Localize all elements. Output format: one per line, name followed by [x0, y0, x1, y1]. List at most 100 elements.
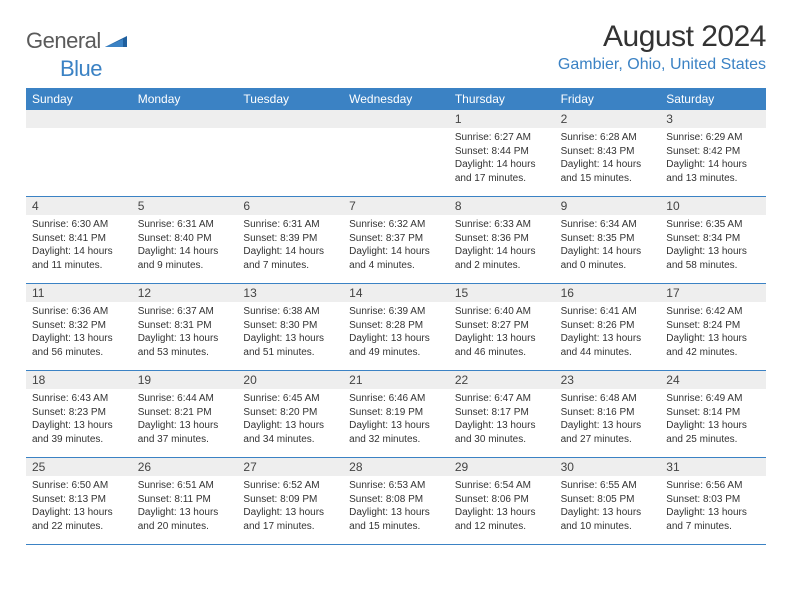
sunrise-text: Sunrise: 6:27 AM — [455, 131, 549, 145]
sunset-text: Sunset: 8:19 PM — [349, 406, 443, 420]
sunset-text: Sunset: 8:28 PM — [349, 319, 443, 333]
daylight-text-2: and 15 minutes. — [561, 172, 655, 186]
sunset-text: Sunset: 8:32 PM — [32, 319, 126, 333]
daylight-text-1: Daylight: 14 hours — [32, 245, 126, 259]
day-cell: 1Sunrise: 6:27 AMSunset: 8:44 PMDaylight… — [449, 110, 555, 196]
daylight-text-2: and 30 minutes. — [455, 433, 549, 447]
logo-arrow-icon — [105, 31, 127, 52]
day-number: 30 — [555, 458, 661, 476]
day-content: Sunrise: 6:44 AMSunset: 8:21 PMDaylight:… — [132, 389, 238, 446]
day-number: 9 — [555, 197, 661, 215]
daylight-text-1: Daylight: 13 hours — [349, 506, 443, 520]
day-cell: 7Sunrise: 6:32 AMSunset: 8:37 PMDaylight… — [343, 197, 449, 283]
sunset-text: Sunset: 8:30 PM — [243, 319, 337, 333]
day-number: 8 — [449, 197, 555, 215]
sunset-text: Sunset: 8:03 PM — [666, 493, 760, 507]
day-content: Sunrise: 6:45 AMSunset: 8:20 PMDaylight:… — [237, 389, 343, 446]
daylight-text-2: and 51 minutes. — [243, 346, 337, 360]
day-content: Sunrise: 6:31 AMSunset: 8:40 PMDaylight:… — [132, 215, 238, 272]
day-number: 13 — [237, 284, 343, 302]
sunrise-text: Sunrise: 6:29 AM — [666, 131, 760, 145]
sunrise-text: Sunrise: 6:54 AM — [455, 479, 549, 493]
day-cell: 27Sunrise: 6:52 AMSunset: 8:09 PMDayligh… — [237, 458, 343, 544]
sunrise-text: Sunrise: 6:28 AM — [561, 131, 655, 145]
sunset-text: Sunset: 8:08 PM — [349, 493, 443, 507]
day-content: Sunrise: 6:39 AMSunset: 8:28 PMDaylight:… — [343, 302, 449, 359]
daylight-text-1: Daylight: 13 hours — [32, 332, 126, 346]
day-number: 5 — [132, 197, 238, 215]
sunset-text: Sunset: 8:06 PM — [455, 493, 549, 507]
sunrise-text: Sunrise: 6:37 AM — [138, 305, 232, 319]
day-cell — [26, 110, 132, 196]
location-label: Gambier, Ohio, United States — [558, 56, 766, 74]
daylight-text-2: and 13 minutes. — [666, 172, 760, 186]
sunrise-text: Sunrise: 6:36 AM — [32, 305, 126, 319]
day-content: Sunrise: 6:46 AMSunset: 8:19 PMDaylight:… — [343, 389, 449, 446]
daylight-text-1: Daylight: 13 hours — [138, 419, 232, 433]
day-number: 18 — [26, 371, 132, 389]
day-content: Sunrise: 6:47 AMSunset: 8:17 PMDaylight:… — [449, 389, 555, 446]
daylight-text-1: Daylight: 13 hours — [455, 419, 549, 433]
week-row: 1Sunrise: 6:27 AMSunset: 8:44 PMDaylight… — [26, 110, 766, 197]
day-content: Sunrise: 6:36 AMSunset: 8:32 PMDaylight:… — [26, 302, 132, 359]
day-number: 27 — [237, 458, 343, 476]
day-cell: 11Sunrise: 6:36 AMSunset: 8:32 PMDayligh… — [26, 284, 132, 370]
sunrise-text: Sunrise: 6:49 AM — [666, 392, 760, 406]
week-row: 25Sunrise: 6:50 AMSunset: 8:13 PMDayligh… — [26, 458, 766, 545]
daylight-text-2: and 53 minutes. — [138, 346, 232, 360]
day-cell: 29Sunrise: 6:54 AMSunset: 8:06 PMDayligh… — [449, 458, 555, 544]
sunrise-text: Sunrise: 6:55 AM — [561, 479, 655, 493]
daylight-text-1: Daylight: 13 hours — [666, 332, 760, 346]
daylight-text-2: and 27 minutes. — [561, 433, 655, 447]
sunrise-text: Sunrise: 6:31 AM — [138, 218, 232, 232]
daylight-text-2: and 37 minutes. — [138, 433, 232, 447]
day-cell — [343, 110, 449, 196]
sunset-text: Sunset: 8:13 PM — [32, 493, 126, 507]
sunset-text: Sunset: 8:20 PM — [243, 406, 337, 420]
day-number: 2 — [555, 110, 661, 128]
sunset-text: Sunset: 8:24 PM — [666, 319, 760, 333]
day-cell — [237, 110, 343, 196]
daylight-text-1: Daylight: 14 hours — [138, 245, 232, 259]
day-cell: 18Sunrise: 6:43 AMSunset: 8:23 PMDayligh… — [26, 371, 132, 457]
day-number: 7 — [343, 197, 449, 215]
day-content: Sunrise: 6:54 AMSunset: 8:06 PMDaylight:… — [449, 476, 555, 533]
day-content: Sunrise: 6:56 AMSunset: 8:03 PMDaylight:… — [660, 476, 766, 533]
day-number: 1 — [449, 110, 555, 128]
day-content: Sunrise: 6:49 AMSunset: 8:14 PMDaylight:… — [660, 389, 766, 446]
daylight-text-2: and 46 minutes. — [455, 346, 549, 360]
daylight-text-1: Daylight: 14 hours — [666, 158, 760, 172]
day-number: 22 — [449, 371, 555, 389]
day-cell: 17Sunrise: 6:42 AMSunset: 8:24 PMDayligh… — [660, 284, 766, 370]
sunset-text: Sunset: 8:36 PM — [455, 232, 549, 246]
sunrise-text: Sunrise: 6:33 AM — [455, 218, 549, 232]
daylight-text-1: Daylight: 14 hours — [561, 245, 655, 259]
daylight-text-1: Daylight: 13 hours — [666, 245, 760, 259]
day-cell: 6Sunrise: 6:31 AMSunset: 8:39 PMDaylight… — [237, 197, 343, 283]
title-block: August 2024 Gambier, Ohio, United States — [558, 20, 766, 74]
daylight-text-2: and 39 minutes. — [32, 433, 126, 447]
day-content: Sunrise: 6:29 AMSunset: 8:42 PMDaylight:… — [660, 128, 766, 185]
day-cell: 2Sunrise: 6:28 AMSunset: 8:43 PMDaylight… — [555, 110, 661, 196]
daylight-text-2: and 34 minutes. — [243, 433, 337, 447]
day-cell: 21Sunrise: 6:46 AMSunset: 8:19 PMDayligh… — [343, 371, 449, 457]
daylight-text-2: and 49 minutes. — [349, 346, 443, 360]
sunset-text: Sunset: 8:17 PM — [455, 406, 549, 420]
sunset-text: Sunset: 8:23 PM — [32, 406, 126, 420]
day-number — [343, 110, 449, 128]
daylight-text-1: Daylight: 13 hours — [243, 419, 337, 433]
sunrise-text: Sunrise: 6:51 AM — [138, 479, 232, 493]
daylight-text-1: Daylight: 14 hours — [561, 158, 655, 172]
sunset-text: Sunset: 8:16 PM — [561, 406, 655, 420]
sunrise-text: Sunrise: 6:38 AM — [243, 305, 337, 319]
daylight-text-2: and 32 minutes. — [349, 433, 443, 447]
day-number: 15 — [449, 284, 555, 302]
day-number: 10 — [660, 197, 766, 215]
weeks-container: 1Sunrise: 6:27 AMSunset: 8:44 PMDaylight… — [26, 110, 766, 545]
day-cell — [132, 110, 238, 196]
daylight-text-2: and 10 minutes. — [561, 520, 655, 534]
day-content: Sunrise: 6:53 AMSunset: 8:08 PMDaylight:… — [343, 476, 449, 533]
day-content: Sunrise: 6:38 AMSunset: 8:30 PMDaylight:… — [237, 302, 343, 359]
sunrise-text: Sunrise: 6:48 AM — [561, 392, 655, 406]
daylight-text-1: Daylight: 13 hours — [138, 332, 232, 346]
